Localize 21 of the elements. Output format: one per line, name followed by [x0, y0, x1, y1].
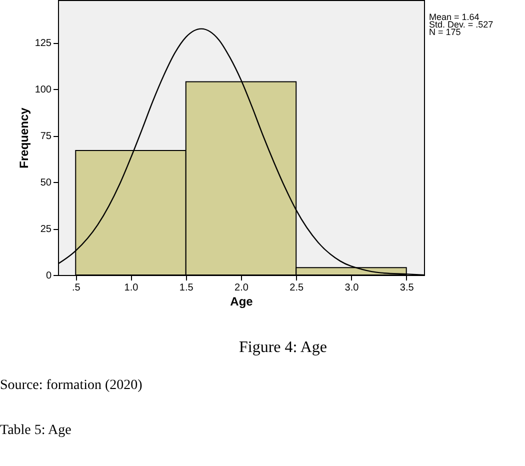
text: N = 175	[429, 27, 461, 37]
y-tick-label: 50	[40, 178, 52, 189]
y-tick-label: 75	[40, 131, 52, 142]
x-tick-label: 1.0	[124, 282, 139, 294]
x-tick-label: .5	[72, 282, 81, 294]
text: Std. Dev. = .527	[429, 20, 494, 30]
x-tick-label: 2.0	[234, 282, 249, 294]
x-tick-label: 3.5	[400, 282, 414, 294]
x-tick-label: 3.0	[344, 282, 360, 294]
caption: Table 5: Age	[0, 423, 72, 438]
x-tick-label: 1.5	[179, 282, 194, 294]
y-axis-title: Frequency	[16, 107, 31, 168]
x-tick-label: 2.5	[290, 282, 304, 294]
y-tick-label: 100	[34, 84, 52, 96]
text: Mean = 1.64	[429, 12, 480, 22]
y-tick-label: 125	[34, 38, 52, 50]
caption: Figure 4: Age	[239, 339, 327, 356]
x-axis-title: Age	[230, 294, 254, 308]
source-note: Source: formation (2020)	[0, 378, 143, 393]
y-tick-label: 25	[40, 224, 52, 236]
y-tick-label: 0	[46, 270, 52, 282]
